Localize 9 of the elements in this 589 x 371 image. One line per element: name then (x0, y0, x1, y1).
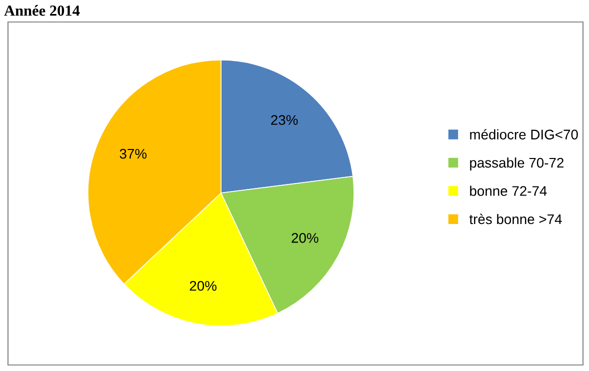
data-label: 37% (120, 148, 147, 159)
data-label: 23% (271, 115, 298, 125)
legend-label: médiocre DIG<70 (470, 129, 578, 140)
data-label: 20% (292, 233, 318, 243)
chart-title: Année 2014 (4, 5, 80, 16)
data-label: 20% (190, 280, 216, 291)
legend-label: très bonne >74 (469, 214, 562, 224)
legend-label: bonne 72-74 (470, 186, 547, 196)
legend-label: passable 70-72 (470, 157, 564, 170)
